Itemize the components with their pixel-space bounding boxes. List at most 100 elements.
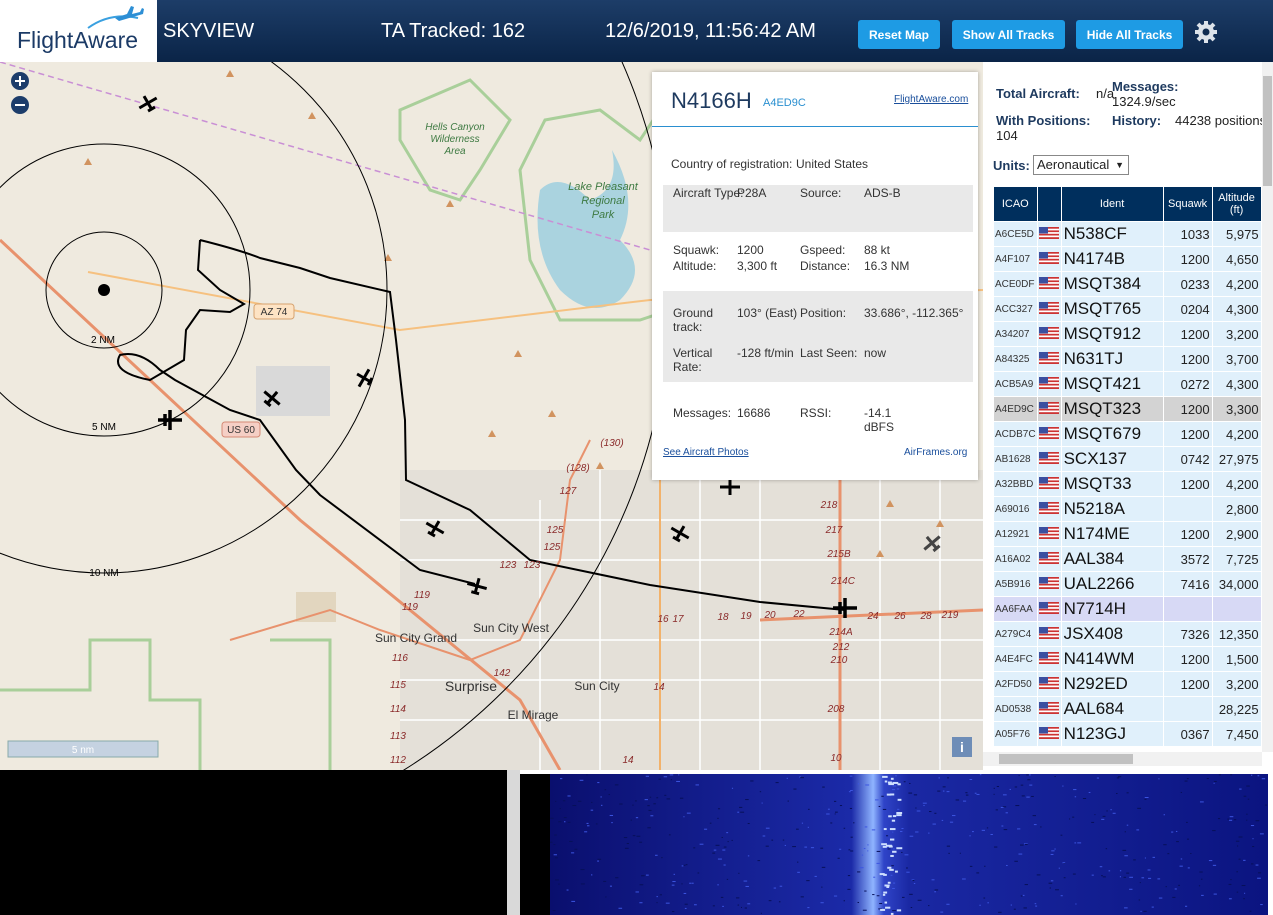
noise-dot xyxy=(1020,784,1024,786)
noise-dot xyxy=(641,875,645,877)
spectrum-plot xyxy=(0,770,507,915)
noise-dot xyxy=(857,783,860,785)
aircraft-row[interactable]: A2FD50 N292ED 1200 3,200 xyxy=(994,672,1261,696)
aircraft-icons[interactable] xyxy=(135,91,944,618)
settings-button[interactable] xyxy=(1194,20,1218,44)
noise-dot xyxy=(849,807,853,809)
noise-dot xyxy=(693,847,696,849)
noise-dot xyxy=(892,785,897,787)
scroll-thumb[interactable] xyxy=(999,754,1133,764)
noise-dot xyxy=(848,791,851,793)
aircraft-row[interactable]: ACE0DF MSQT384 0233 4,200 xyxy=(994,272,1261,296)
flag-cell xyxy=(1037,697,1061,721)
aircraft-row[interactable]: ACC327 MSQT765 0204 4,300 xyxy=(994,297,1261,321)
noise-dot xyxy=(857,901,860,903)
altitude-cell: 12,350 xyxy=(1212,622,1261,646)
place-label: El Mirage xyxy=(508,708,559,722)
airframes-link[interactable]: AirFrames.org xyxy=(904,447,968,458)
aircraft-row[interactable]: A16A02 AAL384 3572 7,725 xyxy=(994,547,1261,571)
positions-label: With Positions: xyxy=(996,113,1091,128)
photos-link[interactable]: See Aircraft Photos xyxy=(663,447,749,458)
noise-dot xyxy=(626,843,629,845)
noise-dot xyxy=(928,905,930,907)
logo[interactable]: FlightAware xyxy=(0,0,157,62)
ident-cell: MSQT33 xyxy=(1061,472,1163,496)
noise-dot xyxy=(1019,844,1024,846)
info-button[interactable] xyxy=(952,737,972,757)
icao-cell: A4E4FC xyxy=(994,647,1037,671)
noise-dot xyxy=(647,827,651,829)
road-label: 125 xyxy=(547,525,564,536)
altitude-cell: 1,500 xyxy=(1212,647,1261,671)
noise-dot xyxy=(720,896,724,898)
noise-dot xyxy=(656,896,658,898)
noise-dot xyxy=(799,776,802,778)
field-label: Last Seen: xyxy=(800,346,858,360)
aircraft-row[interactable]: AB1628 SCX137 0742 27,975 xyxy=(994,447,1261,471)
altitude-cell: 4,200 xyxy=(1212,272,1261,296)
aircraft-row[interactable]: A6CE5D N538CF 1033 5,975 xyxy=(994,222,1261,246)
noise-dot xyxy=(614,784,619,786)
aircraft-row[interactable]: A4E4FC N414WM 1200 1,500 xyxy=(994,647,1261,671)
aircraft-row[interactable]: ACB5A9 MSQT421 0272 4,300 xyxy=(994,372,1261,396)
vertical-scrollbar[interactable] xyxy=(1262,62,1273,752)
shields: AZ 74 US 60 xyxy=(221,303,295,438)
noise-dot xyxy=(1062,785,1064,787)
field-value: 16686 xyxy=(737,406,771,420)
noise-dot xyxy=(1172,896,1176,898)
scroll-thumb[interactable] xyxy=(1263,76,1272,186)
noise-dot xyxy=(738,872,740,874)
noise-dot xyxy=(639,902,643,904)
noise-dot xyxy=(867,850,869,852)
aircraft-row[interactable]: A4F107 N4174B 1200 4,650 xyxy=(994,247,1261,271)
noise-dot xyxy=(712,852,716,854)
airspace-boundary xyxy=(0,62,651,251)
icao-cell: ACDB7C xyxy=(994,422,1037,446)
noise-dot xyxy=(833,895,838,897)
noise-dot xyxy=(1218,774,1222,776)
hide-tracks-button[interactable]: Hide All Tracks xyxy=(1076,20,1183,49)
flightaware-link[interactable]: FlightAware.com xyxy=(894,94,969,105)
aircraft-row[interactable]: A32BBD MSQT33 1200 4,200 xyxy=(994,472,1261,496)
zoom-out[interactable] xyxy=(11,96,29,114)
noise-dot xyxy=(586,774,588,776)
road-arterial xyxy=(229,439,591,662)
noise-dot xyxy=(563,817,567,819)
road-label: 119 xyxy=(414,590,430,601)
icao-cell: A279C4 xyxy=(994,622,1037,646)
noise-dot xyxy=(1031,795,1034,797)
aircraft-row[interactable]: A279C4 JSX408 7326 12,350 xyxy=(994,622,1261,646)
units-select[interactable]: Aeronautical ▼ xyxy=(1033,155,1129,175)
column-header[interactable]: ICAO xyxy=(994,187,1037,221)
noise-dot xyxy=(709,822,712,824)
aircraft-row[interactable]: A69016 N5218A 2,800 xyxy=(994,497,1261,521)
ident-cell: N4174B xyxy=(1061,247,1163,271)
road-label: 208 xyxy=(827,704,845,715)
splitter[interactable] xyxy=(507,770,520,915)
column-header[interactable]: Squawk xyxy=(1163,187,1212,221)
column-header[interactable]: Altitude (ft) xyxy=(1212,187,1261,221)
aircraft-row[interactable]: A84325 N631TJ 1200 3,700 xyxy=(994,347,1261,371)
noise-dot xyxy=(911,879,915,881)
aircraft-row[interactable]: A5B916 UAL2266 7416 34,000 xyxy=(994,572,1261,596)
spectrogram-panel xyxy=(0,770,1268,915)
ident-cell: MSQT323 xyxy=(1061,397,1163,421)
reset-map-button[interactable]: Reset Map xyxy=(858,20,940,49)
noise-dot xyxy=(694,904,697,906)
noise-dot xyxy=(1184,905,1188,907)
aircraft-row[interactable]: A34207 MSQT912 1200 3,200 xyxy=(994,322,1261,346)
aircraft-row[interactable]: A05F76 N123GJ 0367 7,450 xyxy=(994,722,1261,746)
icao-cell: AA6FAA xyxy=(994,597,1037,621)
peak-markers xyxy=(84,70,944,557)
aircraft-row[interactable]: A4ED9C MSQT323 1200 3,300 xyxy=(994,397,1261,421)
aircraft-row[interactable]: AD0538 AAL684 28,225 xyxy=(994,697,1261,721)
aircraft-row[interactable]: A12921 N174ME 1200 2,900 xyxy=(994,522,1261,546)
column-header[interactable]: Ident xyxy=(1061,187,1163,221)
zoom-in[interactable] xyxy=(11,72,29,90)
shield-label: AZ 74 xyxy=(261,307,288,318)
aircraft-row[interactable]: AA6FAA N7714H xyxy=(994,597,1261,621)
aircraft-row[interactable]: ACDB7C MSQT679 1200 4,200 xyxy=(994,422,1261,446)
show-tracks-button[interactable]: Show All Tracks xyxy=(952,20,1065,49)
flag-cell xyxy=(1037,297,1061,321)
horizontal-scrollbar[interactable] xyxy=(983,752,1262,766)
